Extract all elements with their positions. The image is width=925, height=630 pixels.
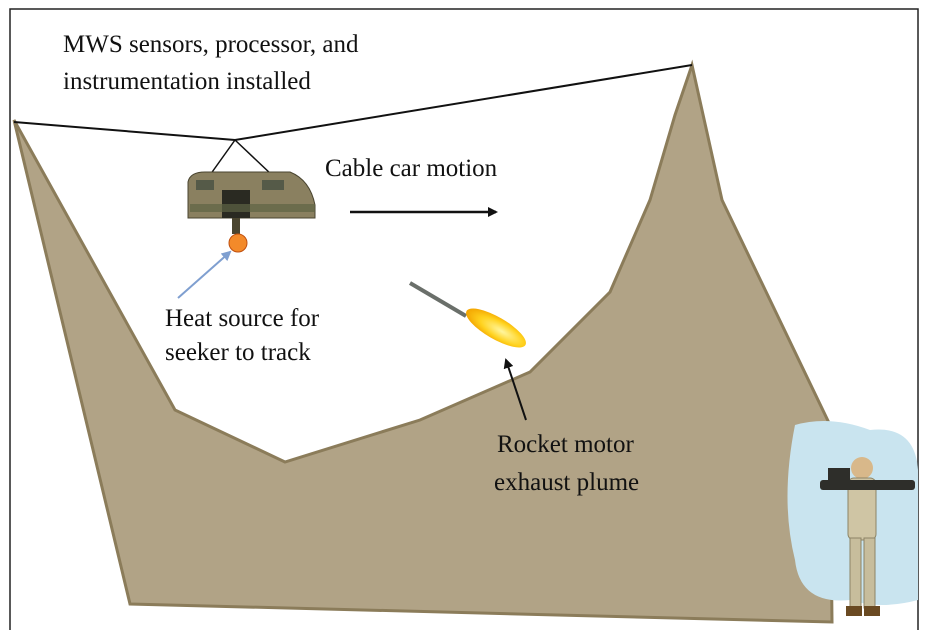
label-line: MWS sensors, processor, and xyxy=(63,31,359,58)
label: Heat source for seeker to track xyxy=(165,305,320,366)
label-line: Heat source for xyxy=(165,305,320,332)
rocket xyxy=(408,281,526,348)
label-line: Rocket motor xyxy=(497,431,634,458)
label-line: exhaust plume xyxy=(494,469,639,496)
frame xyxy=(9,8,919,630)
label-line: instrumentation installed xyxy=(63,68,311,95)
heat-source-pointer xyxy=(177,250,232,299)
label: Cable car motion xyxy=(325,155,498,182)
label-line: seeker to track xyxy=(165,339,311,366)
canyon xyxy=(12,59,834,624)
label: Rocket motor exhaust plume xyxy=(494,431,639,496)
soldier xyxy=(787,421,918,616)
label-line: Cable car motion xyxy=(325,155,498,182)
cable-car xyxy=(187,139,316,253)
plume-pointer xyxy=(503,358,527,421)
label: MWS sensors, processor, and instrumentati… xyxy=(63,31,359,95)
